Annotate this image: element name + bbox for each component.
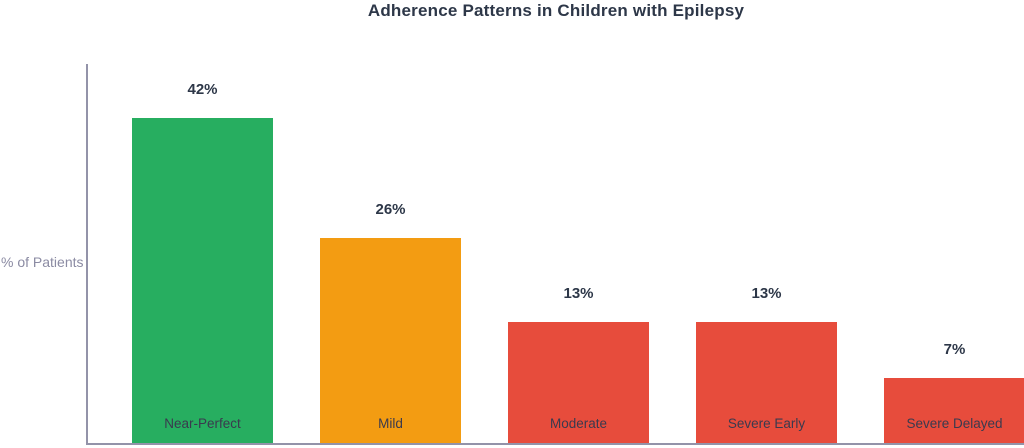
bar-value-label-severe-delayed: 7%: [943, 341, 966, 358]
chart-title: Adherence Patterns in Children with Epil…: [367, 1, 745, 20]
y-axis-line: [86, 64, 88, 445]
bar-category-label-moderate: Moderate: [549, 416, 608, 431]
bar-value-label-mild: 26%: [375, 201, 406, 218]
bar-group-mild: 26% Mild: [320, 0, 461, 443]
bar-mild: Mild: [320, 238, 461, 443]
bar-severe-delayed: Severe Delayed: [884, 378, 1024, 443]
bar-severe-early: Severe Early: [696, 322, 837, 443]
y-axis-label: % of Patients: [1, 254, 84, 270]
bar-group-severe-early: 13% Severe Early: [696, 0, 837, 443]
bar-group-near-perfect: 42% Near-Perfect: [132, 0, 273, 443]
bar-group-moderate: 13% Moderate: [508, 0, 649, 443]
bar-category-label-mild: Mild: [378, 416, 403, 431]
bar-category-label-severe-early: Severe Early: [727, 416, 806, 431]
bar-value-label-near-perfect: 42%: [187, 81, 218, 98]
bar-value-label-moderate: 13%: [563, 285, 594, 302]
bar-value-label-severe-early: 13%: [751, 285, 782, 302]
bar-moderate: Moderate: [508, 322, 649, 443]
bar-category-label-severe-delayed: Severe Delayed: [906, 416, 1003, 431]
x-axis-line: [86, 443, 1024, 445]
bar-group-severe-delayed: 7% Severe Delayed: [884, 0, 1024, 443]
bar-category-label-near-perfect: Near-Perfect: [164, 416, 241, 431]
bar-near-perfect: Near-Perfect: [132, 118, 273, 443]
